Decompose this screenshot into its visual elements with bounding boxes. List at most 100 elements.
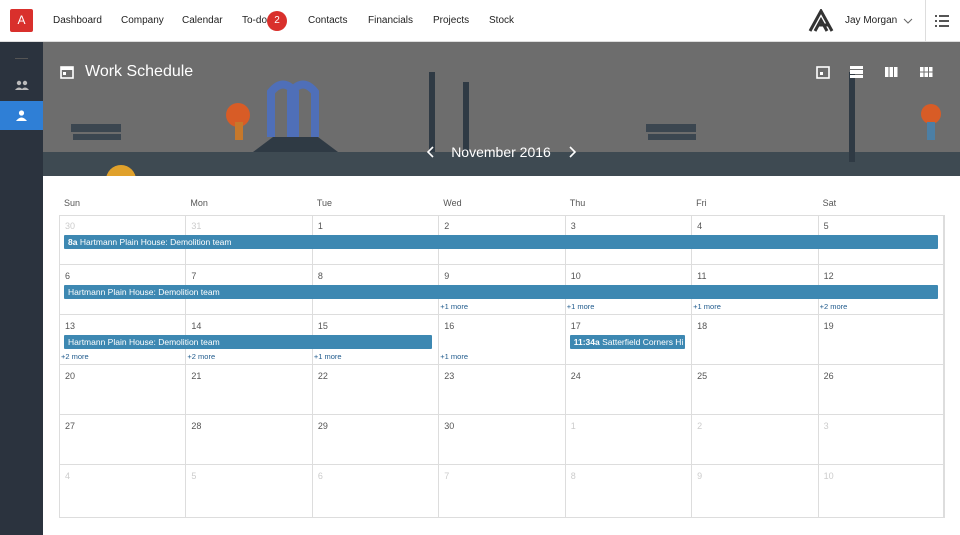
more-link[interactable]: +2 more <box>819 302 848 311</box>
weekday: Mon <box>190 198 208 208</box>
day-cell <box>564 415 693 465</box>
day-cell <box>59 415 187 465</box>
weekday: Sat <box>822 198 837 208</box>
chevron[interactable] <box>903 17 913 25</box>
event[interactable]: 11:34a Satterfield Corners Hi <box>569 335 686 349</box>
day-number: 4 <box>697 221 703 231</box>
day-number: 23 <box>444 371 455 381</box>
day-cell <box>564 315 693 365</box>
day-number: 3 <box>570 221 576 231</box>
day-number: 11 <box>697 271 707 281</box>
sep <box>15 58 28 59</box>
day-cell <box>691 365 819 415</box>
day-number: 18 <box>697 321 708 331</box>
top-bar: A Dashboard Company Calendar To-do Contacts F… <box>0 0 960 42</box>
day-cell <box>564 465 693 518</box>
day-number: 10 <box>570 271 581 281</box>
day-number: 28 <box>191 421 202 431</box>
event-title: Hartmann Plain House: Demolition team <box>79 237 232 247</box>
nav-item[interactable]: Projects <box>433 15 470 26</box>
weekday: Sun <box>64 198 81 208</box>
prev[interactable] <box>426 146 436 158</box>
weekday: Fri <box>696 198 707 208</box>
nav-item[interactable]: Stock <box>489 15 515 26</box>
more-link[interactable]: +1 more <box>566 302 595 311</box>
day-number: 4 <box>65 471 71 481</box>
logo[interactable]: A <box>10 9 33 32</box>
day-number: 8 <box>317 271 323 281</box>
day-number: 6 <box>65 271 71 281</box>
month-label: November 2016 <box>451 144 551 160</box>
day-number: 27 <box>65 421 76 431</box>
day-number: 29 <box>317 421 328 431</box>
more-link[interactable]: +1 more <box>440 302 469 311</box>
nav-item[interactable]: Calendar <box>182 15 223 26</box>
event[interactable]: Hartmann Plain House: Demolition team <box>64 335 433 349</box>
day-number: 17 <box>570 321 581 331</box>
day-cell <box>311 365 440 415</box>
day-cell <box>185 415 313 465</box>
menu-icon[interactable] <box>935 14 949 28</box>
day-number: 30 <box>65 221 76 231</box>
day-number: 2 <box>697 421 703 431</box>
event-title: Satterfield Corners Hi <box>602 337 684 347</box>
more-link[interactable]: +2 more <box>61 352 89 361</box>
divider <box>925 0 926 42</box>
day-number: 25 <box>697 371 708 381</box>
day-number: 31 <box>191 221 202 231</box>
day-number: 22 <box>317 371 328 381</box>
day-number: 9 <box>444 271 450 281</box>
event[interactable]: 8a Hartmann Plain House: Demolition team <box>64 235 938 249</box>
event-time: 11:34a <box>573 337 600 347</box>
day-number: 5 <box>823 221 829 231</box>
more-link[interactable]: +2 more <box>187 352 216 361</box>
nav-item[interactable]: Contacts <box>308 15 348 26</box>
day-number: 3 <box>823 421 829 431</box>
view-switcher[interactable] <box>816 65 946 79</box>
day-number: 2 <box>444 221 450 231</box>
day-cell <box>185 465 313 518</box>
nav-item[interactable]: Company <box>121 15 164 26</box>
group-icon[interactable] <box>15 80 29 90</box>
day-number: 26 <box>823 371 834 381</box>
day-cell <box>438 365 566 415</box>
day-number: 13 <box>65 321 76 331</box>
day-number: 1 <box>570 421 576 431</box>
day-number: 7 <box>444 471 450 481</box>
more-link[interactable]: +1 more <box>440 352 469 361</box>
page-title: Work Schedule <box>85 63 194 80</box>
event-time: 8a <box>68 237 78 247</box>
day-cell <box>691 315 819 365</box>
day-number: 12 <box>823 271 834 281</box>
day-number: 19 <box>823 321 834 331</box>
day-cell <box>59 465 187 518</box>
day-cell <box>311 315 440 365</box>
day-cell <box>817 365 945 415</box>
day-cell <box>817 465 945 518</box>
more-link[interactable]: +1 more <box>693 302 721 311</box>
next[interactable] <box>567 146 577 158</box>
day-cell <box>817 265 945 315</box>
event[interactable]: Hartmann Plain House: Demolition team <box>64 285 938 299</box>
day-number: 8 <box>570 471 576 481</box>
person-icon[interactable] <box>16 110 27 121</box>
weekday: Thu <box>569 198 586 208</box>
nav-item[interactable]: Financials <box>368 15 414 26</box>
day-number: 6 <box>317 471 323 481</box>
user-name[interactable]: Jay Morgan <box>845 15 898 26</box>
more-link[interactable]: +1 more <box>313 352 342 361</box>
day-number: 21 <box>191 371 202 381</box>
badge: 2 <box>267 11 287 31</box>
nav-item[interactable]: Dashboard <box>53 15 102 26</box>
day-cell <box>817 415 945 465</box>
weekday: Tue <box>316 198 333 208</box>
day-cell <box>817 215 945 265</box>
banner: Work Schedule November 2016 <box>43 42 960 176</box>
day-cell <box>438 315 566 365</box>
illustration <box>43 72 960 176</box>
event-title: Hartmann Plain House: Demolition team <box>68 287 220 297</box>
nav-item[interactable]: To-do <box>242 15 268 26</box>
day-cell <box>438 465 566 518</box>
day-cell <box>691 465 819 518</box>
